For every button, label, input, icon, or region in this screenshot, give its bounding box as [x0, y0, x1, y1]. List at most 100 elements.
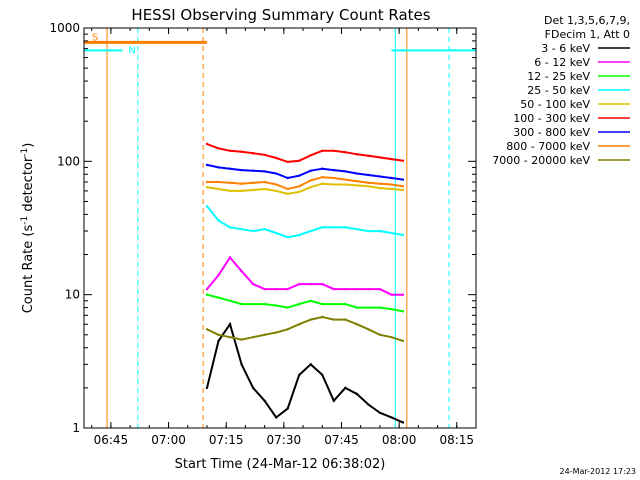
data-point	[298, 174, 301, 177]
y-axis-label: Count Rate (s-1 detector-1)	[20, 143, 36, 314]
data-point	[263, 180, 266, 184]
data-point	[251, 188, 255, 192]
data-point	[332, 168, 336, 172]
legend-label: 300 - 800 keV	[513, 126, 590, 139]
data-point	[205, 205, 209, 208]
data-point	[321, 149, 324, 152]
data-point	[344, 386, 347, 390]
data-point	[321, 226, 324, 229]
x-tick-label: 07:45	[324, 433, 359, 447]
n-label: N	[128, 45, 135, 56]
data-point	[321, 373, 324, 377]
data-point	[263, 170, 266, 173]
data-point	[263, 187, 266, 191]
x-axis-label: Start Time (24-Mar-12 06:38:02)	[175, 457, 386, 472]
data-point	[228, 256, 232, 259]
data-point	[286, 287, 289, 291]
data-point	[367, 185, 370, 188]
plot-frame	[83, 27, 477, 429]
data-point	[298, 185, 301, 188]
data-point	[228, 323, 232, 326]
series-line	[206, 205, 404, 239]
data-point	[321, 282, 324, 286]
data-point	[332, 287, 336, 291]
data-point	[286, 328, 289, 331]
data-point	[298, 282, 301, 286]
data-point	[378, 229, 382, 233]
data-point	[240, 227, 243, 231]
chart-title: HESSI Observing Summary Count Rates	[131, 6, 430, 24]
y-tick-label: 10	[65, 288, 80, 302]
data-point	[205, 328, 209, 331]
data-point	[217, 147, 220, 150]
data-point	[240, 189, 243, 193]
legend-label: 25 - 50 keV	[527, 84, 590, 97]
data-point	[332, 226, 336, 229]
data-point	[332, 302, 336, 306]
data-point	[378, 182, 382, 185]
data-point	[251, 229, 255, 233]
data-point	[298, 190, 301, 194]
data-point	[378, 186, 382, 190]
data-point	[217, 333, 220, 337]
series-line	[206, 163, 404, 181]
series-line	[206, 321, 404, 424]
data-point	[367, 173, 370, 177]
data-point	[344, 151, 347, 154]
data-point	[367, 181, 370, 185]
data-point	[274, 156, 278, 160]
y-tick-label: 100	[57, 154, 80, 168]
data-point	[309, 299, 312, 302]
data-point	[401, 185, 405, 188]
x-tick-label: 07:30	[267, 433, 302, 447]
data-point	[217, 180, 220, 184]
y-axis-label-end: )	[21, 143, 36, 148]
data-point	[390, 183, 393, 186]
data-point	[390, 157, 393, 161]
data-point	[309, 229, 312, 233]
data-point	[274, 416, 278, 419]
data-point	[309, 169, 312, 172]
data-point	[274, 304, 278, 307]
data-point	[274, 331, 278, 334]
data-point	[390, 416, 393, 419]
data-point	[401, 178, 405, 181]
legend-label: 7000 - 20000 keV	[492, 154, 590, 167]
data-point	[263, 333, 266, 337]
data-point	[286, 235, 289, 239]
data-point	[228, 167, 232, 170]
data-point	[321, 182, 324, 185]
legend-header-line-1: Det 1,3,5,6,7,9,	[544, 14, 630, 27]
y-tick-label: 1	[72, 421, 80, 435]
legend-label: 12 - 25 keV	[527, 70, 590, 83]
s-label: S	[92, 32, 98, 43]
data-point	[251, 152, 255, 155]
data-point	[205, 163, 209, 167]
data-point	[378, 156, 382, 159]
data-point	[390, 293, 393, 296]
data-point	[344, 170, 347, 173]
data-point	[263, 302, 266, 306]
data-point	[401, 310, 405, 313]
data-point	[309, 185, 312, 189]
data-point	[401, 421, 405, 424]
data-point	[274, 231, 278, 235]
data-point	[217, 166, 220, 169]
legend-header-line-2: FDecim 1, Att 0	[545, 28, 630, 41]
legend-label: 3 - 6 keV	[541, 42, 590, 55]
data-point	[263, 153, 266, 156]
data-point	[240, 338, 243, 341]
data-point	[390, 187, 393, 191]
data-point	[390, 231, 393, 235]
data-point	[367, 306, 370, 309]
data-point	[321, 176, 324, 179]
data-point	[309, 318, 312, 321]
data-point	[240, 150, 243, 153]
data-point	[217, 296, 220, 299]
data-point	[251, 335, 255, 339]
data-point	[240, 182, 243, 185]
data-point	[240, 168, 243, 172]
data-point	[390, 335, 393, 339]
data-point	[355, 287, 359, 291]
data-point	[240, 269, 243, 273]
